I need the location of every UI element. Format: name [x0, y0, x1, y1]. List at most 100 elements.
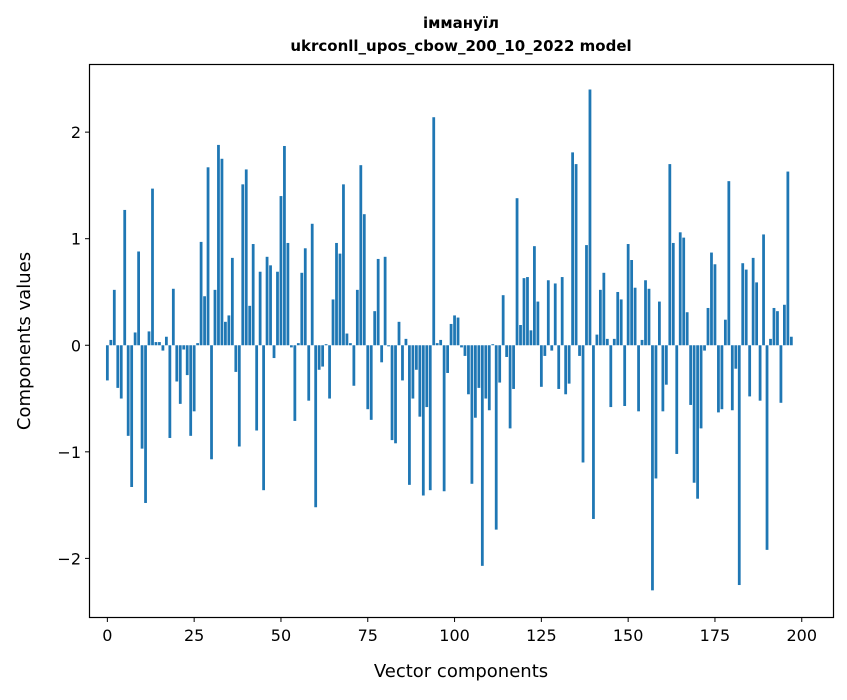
x-tick-label: 0 [102, 626, 112, 645]
bar-component-91 [421, 345, 425, 496]
bar-component-71 [352, 345, 356, 386]
bar-component-132 [564, 345, 568, 395]
bar-component-176 [717, 345, 720, 413]
bar-component-34 [224, 321, 227, 346]
bar-component-23 [185, 345, 189, 376]
bar-component-142 [598, 289, 602, 346]
bar-component-0 [105, 345, 109, 381]
bar-component-68 [342, 184, 345, 346]
bar-component-168 [689, 345, 693, 405]
chart-subtitle: ukrconll_upos_cbow_200_10_2022 model [290, 37, 631, 55]
bar-component-129 [553, 283, 557, 346]
bar-component-133 [567, 345, 571, 384]
bar-component-138 [585, 245, 588, 346]
bar-component-77 [373, 311, 377, 346]
bar-component-128 [550, 345, 554, 351]
bar-component-50 [279, 196, 283, 346]
bar-component-69 [345, 333, 349, 346]
bar-component-97 [442, 345, 446, 492]
bar-component-41 [248, 305, 252, 346]
bar-component-121 [526, 277, 529, 346]
bar-component-112 [494, 345, 498, 530]
bar-component-186 [751, 257, 755, 346]
bar-component-164 [675, 345, 679, 454]
bar-component-92 [425, 345, 429, 408]
bar-component-130 [557, 345, 561, 389]
bar-component-117 [512, 345, 515, 389]
bar-component-195 [783, 304, 786, 346]
bar-component-188 [758, 345, 762, 401]
bar-component-94 [432, 117, 436, 346]
bar-component-35 [227, 315, 231, 346]
bar-component-182 [737, 345, 741, 586]
bar-component-39 [241, 184, 245, 346]
bar-component-70 [349, 343, 352, 346]
y-axis-ticks: −2 −1 0 1 2 [57, 123, 90, 568]
x-axis-ticks: 0 25 50 75 100 125 150 175 200 [102, 617, 817, 645]
bar-component-178 [723, 319, 727, 346]
x-tick-label: 75 [358, 626, 378, 645]
bar-component-115 [505, 345, 509, 357]
bar-component-25 [192, 345, 196, 412]
y-tick-label: −2 [57, 549, 81, 568]
bar-component-52 [286, 242, 290, 346]
bar-component-140 [592, 345, 595, 519]
bar-component-53 [289, 345, 293, 348]
plot-frame [88, 63, 835, 619]
bar-component-118 [515, 198, 519, 346]
bar-component-26 [196, 343, 200, 346]
bar-component-197 [789, 336, 793, 346]
bar-component-93 [428, 345, 432, 491]
bar-component-80 [383, 256, 387, 346]
bar-component-60 [314, 345, 318, 508]
bar-component-10 [140, 345, 144, 449]
bar-component-54 [293, 345, 297, 421]
bar-component-88 [411, 345, 415, 399]
bar-component-86 [404, 338, 408, 346]
bar-component-5 [123, 209, 127, 346]
bar-component-101 [456, 317, 460, 346]
bar-component-193 [776, 311, 779, 346]
bar-component-180 [730, 345, 734, 411]
bar-component-31 [213, 289, 217, 346]
bar-component-151 [630, 260, 634, 346]
bar-component-124 [536, 301, 540, 346]
bar-component-131 [560, 277, 564, 346]
bar-component-61 [317, 345, 321, 370]
bar-component-89 [414, 345, 418, 370]
bar-component-152 [633, 287, 637, 346]
x-tick-label: 125 [526, 626, 557, 645]
bar-component-38 [237, 345, 241, 447]
bar-component-99 [449, 323, 453, 346]
bar-component-47 [269, 265, 272, 346]
bar-component-79 [380, 345, 384, 363]
y-axis-label: Components values [14, 252, 35, 430]
bar-component-190 [765, 345, 769, 550]
bar-component-125 [539, 345, 543, 387]
bar-component-119 [519, 325, 522, 346]
bar-component-43 [255, 345, 259, 431]
bar-component-1 [109, 339, 113, 346]
bar-component-3 [116, 345, 120, 388]
bar-component-109 [484, 345, 488, 399]
bar-component-55 [296, 343, 300, 346]
bar-component-98 [446, 345, 449, 373]
bar-component-27 [199, 241, 203, 346]
bar-component-67 [338, 253, 342, 346]
bar-component-169 [692, 345, 696, 483]
bar-component-154 [640, 339, 644, 346]
bar-component-110 [487, 345, 491, 411]
bar-component-76 [369, 345, 373, 420]
bar-component-51 [283, 145, 286, 346]
bar-component-7 [130, 345, 134, 487]
bar-component-136 [578, 345, 581, 356]
bar-component-37 [234, 345, 238, 372]
bar-component-165 [678, 232, 682, 346]
bar-component-162 [668, 164, 672, 346]
bar-component-107 [477, 345, 481, 388]
bar-component-116 [508, 345, 512, 429]
bar-component-90 [418, 345, 422, 417]
bar-component-137 [581, 345, 585, 463]
bar-component-105 [470, 345, 474, 484]
bar-component-32 [217, 144, 220, 346]
